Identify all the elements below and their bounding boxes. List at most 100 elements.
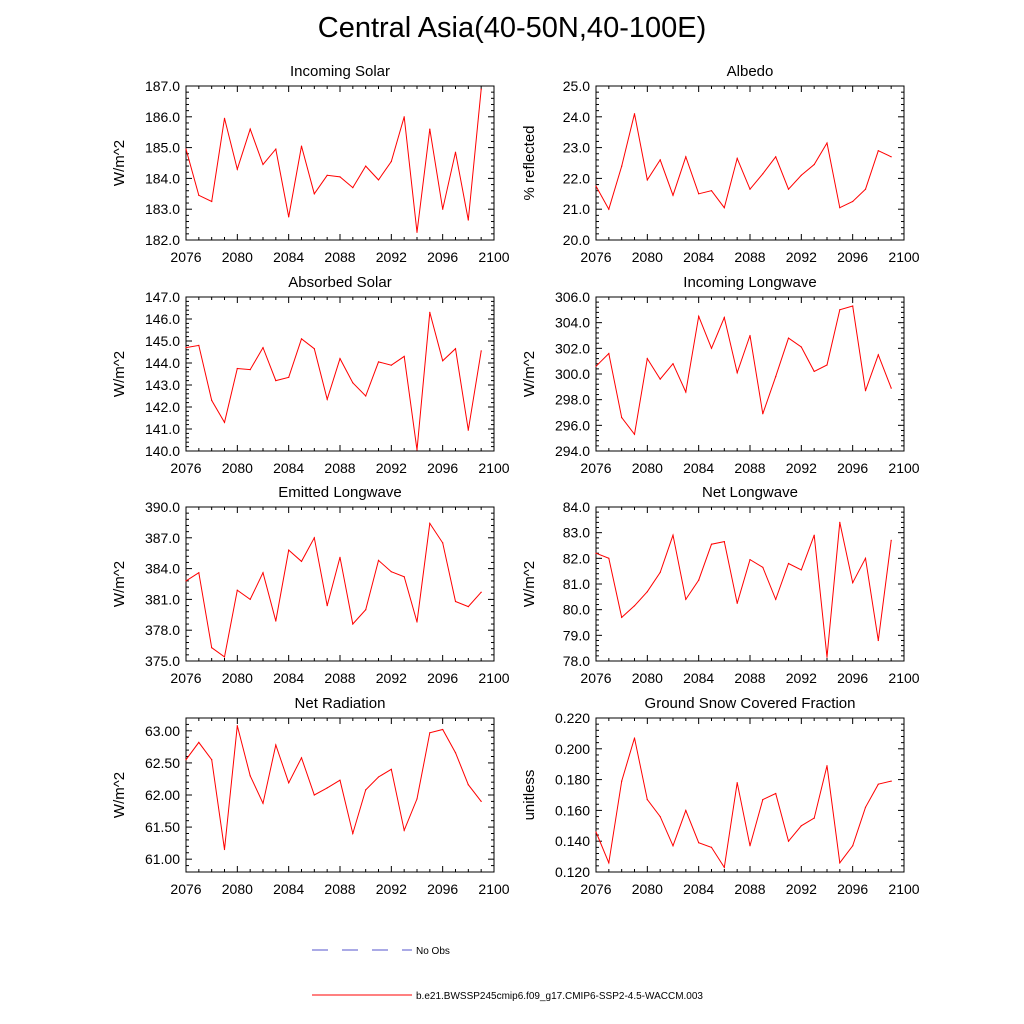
x-tick-label: 2088: [734, 249, 765, 265]
data-point: [390, 768, 392, 770]
data-point: [390, 571, 392, 573]
data-point: [890, 387, 892, 389]
data-point: [185, 148, 187, 150]
y-tick-label: 187.0: [145, 78, 180, 94]
x-tick-label: 2100: [888, 460, 919, 476]
series-line: [185, 312, 482, 450]
y-axis-label: % reflected: [521, 125, 538, 200]
data-point: [646, 799, 648, 801]
x-tick-label: 2088: [324, 249, 355, 265]
x-tick-label: 2092: [376, 460, 407, 476]
plot-frame: [595, 717, 905, 873]
y-tick-label: 147.0: [145, 289, 180, 305]
x-tick-label: 2100: [478, 670, 509, 686]
data-point: [429, 311, 431, 313]
data-point: [288, 376, 290, 378]
data-point: [659, 816, 661, 818]
data-point: [467, 429, 469, 431]
x-tick-label: 2084: [683, 670, 714, 686]
data-point: [377, 776, 380, 778]
y-tick-label: 145.0: [145, 333, 180, 349]
data-point: [698, 842, 700, 844]
data-point: [275, 744, 277, 746]
data-point: [864, 390, 867, 392]
series-line: [185, 89, 482, 233]
data-point: [365, 165, 367, 167]
data-point: [198, 741, 200, 744]
data-point: [723, 316, 725, 319]
plot-frame: [185, 506, 495, 662]
y-tick-label: 381.0: [145, 591, 180, 607]
chart-panel-2: Albedo % reflected 2076 2080 2084 2088 2092 209…: [521, 63, 920, 265]
data-point: [800, 174, 802, 176]
data-point: [352, 382, 354, 384]
data-point: [787, 840, 790, 842]
data-point: [633, 737, 636, 739]
y-tick-label: 24.0: [563, 109, 590, 125]
data-point: [480, 591, 482, 593]
y-axis-label: W/m^2: [521, 351, 538, 397]
data-point: [877, 354, 879, 356]
x-tick-label: 2080: [632, 460, 663, 476]
y-tick-label: 78.0: [563, 653, 590, 669]
y-tick-label: 25.0: [563, 78, 590, 94]
data-point: [352, 187, 354, 189]
data-point: [390, 160, 392, 163]
y-tick-label: 23.0: [563, 140, 590, 156]
x-tick-label: 2096: [837, 670, 868, 686]
x-tick-label: 2088: [324, 460, 355, 476]
data-point: [403, 116, 405, 118]
data-point: [377, 361, 380, 363]
data-point: [211, 759, 213, 761]
plot-frame: [185, 85, 495, 241]
chart-panel-6: Net Longwave W/m^2 2076 2080 2084 2088 2092 209…: [521, 484, 920, 686]
y-tick-label: 142.0: [145, 399, 180, 415]
y-tick-label: 61.00: [145, 851, 180, 867]
data-point: [839, 862, 841, 864]
x-tick-label: 2080: [632, 249, 663, 265]
data-point: [211, 399, 213, 401]
x-tick-label: 2080: [222, 670, 253, 686]
x-tick-label: 2100: [478, 881, 509, 897]
x-tick-label: 2092: [376, 881, 407, 897]
data-point: [685, 598, 687, 601]
series-line: [595, 737, 892, 869]
x-tick-label: 2096: [427, 881, 458, 897]
data-point: [454, 348, 457, 350]
data-point: [852, 582, 854, 584]
data-point: [775, 792, 777, 795]
data-point: [352, 832, 354, 835]
x-tick-label: 2084: [683, 881, 714, 897]
panel-title: Incoming Longwave: [683, 274, 816, 291]
y-tick-label: 61.50: [145, 819, 180, 835]
y-tick-label: 20.0: [563, 232, 590, 248]
data-point: [749, 845, 751, 847]
data-point: [403, 829, 405, 831]
data-point: [480, 350, 482, 352]
data-point: [800, 569, 802, 571]
chart-panel-8: Ground Snow Covered Fraction unitless 2076…: [521, 695, 920, 897]
x-tick-label: 2076: [170, 670, 201, 686]
data-point: [442, 542, 444, 544]
x-tick-label: 2096: [427, 670, 458, 686]
data-point: [762, 566, 764, 568]
data-point: [621, 417, 623, 419]
data-point: [864, 806, 867, 808]
y-tick-label: 0.200: [555, 741, 590, 757]
y-tick-label: 83.0: [563, 525, 590, 541]
data-point: [377, 559, 380, 562]
data-point: [249, 598, 251, 601]
data-point: [723, 866, 725, 869]
data-point: [223, 656, 226, 658]
data-point: [852, 305, 854, 307]
data-point: [339, 176, 341, 178]
y-tick-label: 183.0: [145, 201, 180, 217]
data-point: [454, 752, 457, 754]
x-tick-label: 2080: [632, 881, 663, 897]
y-tick-label: 81.0: [563, 576, 590, 592]
data-point: [749, 334, 751, 337]
data-point: [595, 831, 597, 833]
data-point: [442, 360, 444, 362]
data-point: [749, 188, 751, 190]
